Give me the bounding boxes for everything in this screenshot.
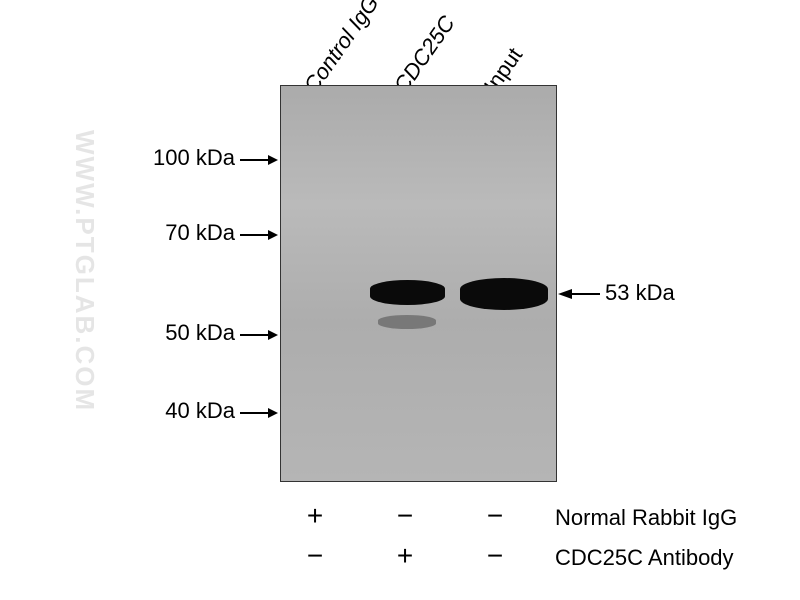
arrow-icon (240, 227, 278, 243)
arrow-icon (240, 405, 278, 421)
lane-label-control: Control IgG (299, 0, 385, 98)
row2-label: CDC25C Antibody (555, 545, 734, 571)
arrow-icon (240, 327, 278, 343)
cell-r2-c1: − (300, 540, 330, 572)
cell-r1-c1: + (300, 500, 330, 532)
band-lane3-main (460, 278, 548, 310)
arrow-icon (240, 152, 278, 168)
row1-label: Normal Rabbit IgG (555, 505, 737, 531)
cell-r1-c3: − (480, 500, 510, 532)
cell-r2-c3: − (480, 540, 510, 572)
mw-label-70: 70 kDa (145, 220, 235, 246)
cell-r1-c2: − (390, 500, 420, 532)
mw-label-40: 40 kDa (145, 398, 235, 424)
arrow-left-icon (558, 286, 600, 302)
band-lane2-faint (378, 315, 436, 329)
watermark-text: WWW.PTGLAB.COM (69, 130, 100, 412)
band-lane2-main (370, 280, 445, 305)
mw-label-50: 50 kDa (145, 320, 235, 346)
cell-r2-c2: + (390, 540, 420, 572)
figure-container: WWW.PTGLAB.COM Control IgG CDC25C Input … (0, 0, 800, 600)
target-band-label: 53 kDa (605, 280, 675, 306)
mw-label-100: 100 kDa (145, 145, 235, 171)
